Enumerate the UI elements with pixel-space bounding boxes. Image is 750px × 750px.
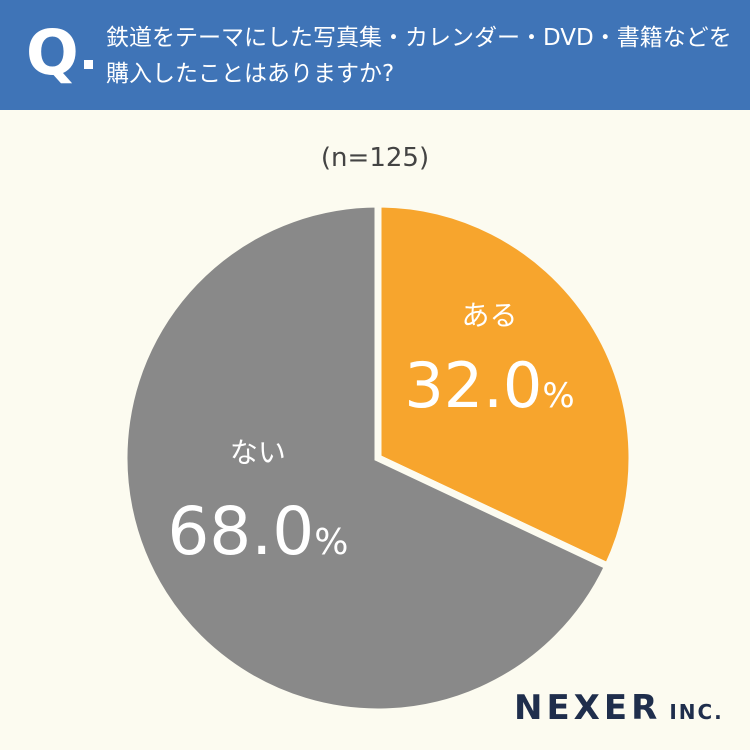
slice-value-label-0: 32.0% bbox=[404, 349, 574, 422]
brand-suffix: INC. bbox=[669, 700, 724, 724]
slice-category-label-0: ある bbox=[461, 299, 517, 332]
q-dot bbox=[84, 60, 93, 69]
slice-value-label-1: 68.0% bbox=[167, 493, 348, 570]
slice-category-label-1: ない bbox=[230, 436, 286, 469]
pie-slice-0 bbox=[374, 200, 636, 571]
brand-name: NEXER bbox=[514, 688, 662, 728]
question-header: Q 鉄道をテーマにした写真集・カレンダー・DVD・書籍などを購入したことはありま… bbox=[0, 0, 750, 110]
q-mark: Q bbox=[26, 16, 79, 89]
question-text: 鉄道をテーマにした写真集・カレンダー・DVD・書籍などを購入したことはありますか… bbox=[106, 25, 732, 87]
sample-size: (n=125) bbox=[320, 143, 430, 173]
nexer-logo: NEXER INC. bbox=[514, 688, 724, 734]
pie-slice-1 bbox=[120, 200, 613, 716]
